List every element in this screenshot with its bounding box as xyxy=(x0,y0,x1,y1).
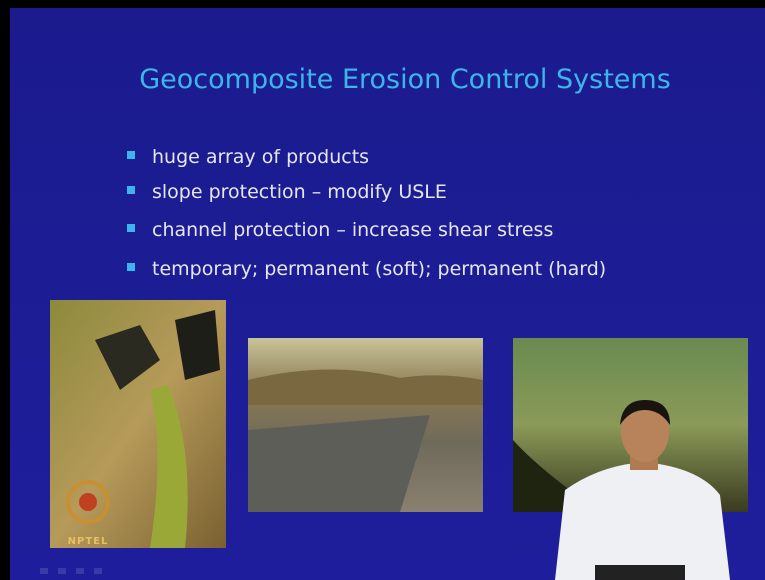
bullet-marker xyxy=(127,263,135,271)
bullet-marker xyxy=(127,151,135,159)
slide-title: Geocomposite Erosion Control Systems xyxy=(139,64,671,95)
page: Geocomposite Erosion Control Systems hug… xyxy=(0,0,765,580)
bullet-text: huge array of products xyxy=(152,146,369,168)
logo-text: NPTEL xyxy=(68,536,109,547)
photo-left xyxy=(50,300,226,548)
bullet-text: channel protection – increase shear stre… xyxy=(152,219,553,241)
bullet-text: temporary; permanent (soft); permanent (… xyxy=(152,258,606,280)
photo-middle xyxy=(248,338,483,512)
bullet-marker xyxy=(127,224,135,232)
slide: Geocomposite Erosion Control Systems hug… xyxy=(0,0,765,580)
bullet-marker xyxy=(127,186,135,194)
bullet-text: slope protection – modify USLE xyxy=(152,181,447,203)
